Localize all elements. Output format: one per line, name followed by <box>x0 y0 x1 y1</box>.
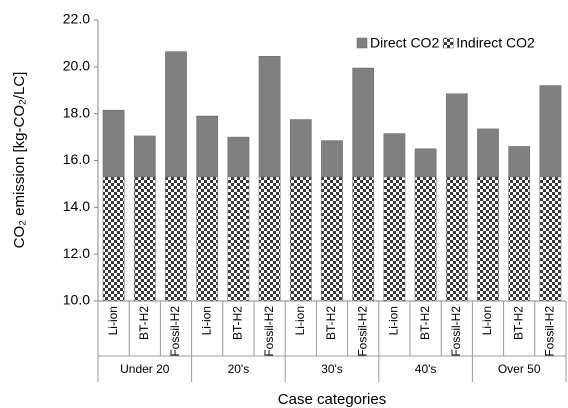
x-tick-label: Fossil-H2 <box>543 306 557 357</box>
bar-segment <box>352 67 375 178</box>
bar-segment <box>383 176 406 302</box>
bar-segment <box>289 176 312 302</box>
y-tick-label: 18.0 <box>63 104 90 120</box>
bar-segment <box>445 93 468 178</box>
bar-segment <box>227 136 250 178</box>
x-tick-label: BT-H2 <box>231 306 245 340</box>
bar-segment <box>165 176 187 302</box>
legend-label: Direct CO2 <box>370 35 439 51</box>
x-tick-label: Li-ion <box>387 306 401 335</box>
bar-segment <box>321 176 343 302</box>
group-label: 30's <box>321 362 343 376</box>
bar-segment <box>258 56 281 178</box>
bar-segment <box>289 119 312 178</box>
bar-segment <box>321 140 343 178</box>
x-tick-label: Li-ion <box>293 306 307 335</box>
x-tick-label: Fossil-H2 <box>262 306 276 357</box>
x-axis-title: Case categories <box>278 391 386 408</box>
bar-segment <box>133 176 156 302</box>
x-tick-label: Li-ion <box>199 306 213 335</box>
group-label: Over 50 <box>498 362 541 376</box>
bar-segment <box>165 51 187 178</box>
y-tick-label: 14.0 <box>63 198 90 214</box>
bar-segment <box>352 176 375 302</box>
group-label: Under 20 <box>120 362 170 376</box>
bar-segment <box>196 115 219 178</box>
x-tick-label: BT-H2 <box>511 306 525 340</box>
bar-segment <box>227 176 250 302</box>
bar-segment <box>539 176 562 302</box>
bar-segment <box>133 135 156 178</box>
y-axis-title: CO₂ emission [kg-CO₂/LC] <box>11 72 28 249</box>
bar-segment <box>445 176 468 302</box>
x-tick-label: BT-H2 <box>324 306 338 340</box>
bar-segment <box>102 176 125 302</box>
bar-segment <box>414 148 437 178</box>
x-tick-label: BT-H2 <box>418 306 432 340</box>
bar-segment <box>539 85 562 178</box>
bar-segment <box>508 176 531 302</box>
bar-segment <box>477 176 499 302</box>
bar-segment <box>508 146 531 178</box>
legend-label: Indirect CO2 <box>456 35 535 51</box>
legend-swatch <box>356 37 368 49</box>
bar-segment <box>383 133 406 178</box>
legend-swatch <box>442 37 454 49</box>
group-label: 20's <box>228 362 250 376</box>
bar-segment <box>196 176 219 302</box>
bar-segment <box>414 176 437 302</box>
x-tick-label: BT-H2 <box>137 306 151 340</box>
x-tick-label: Fossil-H2 <box>355 306 369 357</box>
bar-segment <box>477 128 499 178</box>
x-tick-label: Fossil-H2 <box>168 306 182 357</box>
x-tick-label: Li-ion <box>480 306 494 335</box>
y-tick-label: 22.0 <box>63 11 90 27</box>
y-tick-label: 16.0 <box>63 151 90 167</box>
x-tick-label: Li-ion <box>106 306 120 335</box>
y-tick-label: 20.0 <box>63 58 90 74</box>
group-label: 40's <box>415 362 437 376</box>
y-tick-label: 10.0 <box>63 292 90 308</box>
x-tick-label: Fossil-H2 <box>449 306 463 357</box>
y-tick-label: 12.0 <box>63 245 90 261</box>
bar-segment <box>102 109 125 178</box>
bar-segment <box>258 176 281 302</box>
